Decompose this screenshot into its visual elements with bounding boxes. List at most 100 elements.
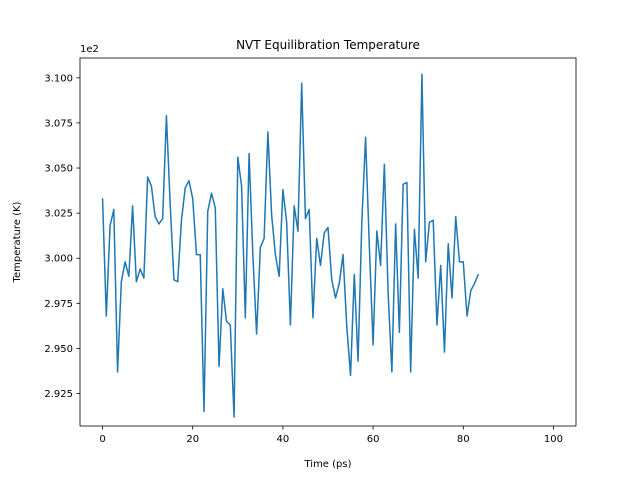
data-point [383, 163, 385, 166]
x-axis: 0 20 40 60 80 100 [99, 426, 563, 445]
data-point [319, 264, 322, 267]
data-point [274, 254, 276, 256]
data-point [135, 281, 137, 283]
data-point [169, 203, 171, 205]
data-point [128, 275, 130, 277]
data-point [109, 225, 111, 227]
data-point [237, 156, 239, 158]
y-axis: 2.925 2.950 2.975 3.000 3.025 3.050 3.075 3.100 [44, 73, 80, 400]
data-point [195, 254, 198, 256]
data-point [342, 254, 344, 256]
data-point [398, 331, 400, 333]
plot-area [79, 57, 577, 427]
data-point [113, 208, 115, 211]
data-point [376, 230, 378, 232]
y-tick-label: 2.975 [44, 299, 73, 310]
data-point [316, 237, 318, 239]
data-point [428, 221, 431, 223]
data-point [124, 261, 126, 263]
data-point [372, 344, 374, 346]
data-point [210, 192, 213, 194]
data-point [410, 371, 412, 373]
data-point [466, 315, 468, 317]
plot-frame [79, 57, 577, 427]
x-tick-label: 40 [277, 434, 290, 445]
data-point [304, 217, 307, 220]
data-point [282, 189, 284, 191]
data-point [120, 281, 122, 283]
data-point [229, 324, 231, 326]
data-point [440, 264, 442, 267]
data-point [425, 261, 427, 263]
data-point [458, 261, 461, 263]
data-point [192, 198, 194, 200]
data-point [387, 291, 389, 294]
series-layer [101, 73, 479, 418]
data-point [451, 297, 453, 299]
data-point [413, 228, 416, 230]
data-point [177, 281, 179, 283]
series-line [101, 73, 479, 418]
data-point [293, 205, 295, 207]
data-point [357, 360, 359, 362]
data-point [301, 82, 303, 84]
data-point [173, 279, 175, 281]
data-point [259, 246, 261, 249]
data-point [432, 219, 434, 221]
data-point [218, 365, 220, 368]
data-point [147, 176, 149, 178]
data-point [184, 187, 186, 189]
data-point [338, 282, 340, 285]
data-point [379, 264, 382, 267]
y-tick-label: 2.925 [44, 389, 73, 400]
data-point [462, 261, 464, 263]
data-point [477, 273, 479, 276]
data-point [139, 268, 141, 270]
data-point [105, 315, 107, 317]
data-point [233, 416, 235, 418]
data-point [436, 324, 438, 326]
data-point [334, 297, 337, 299]
data-point [349, 374, 352, 377]
data-point [447, 243, 449, 245]
data-point [248, 153, 250, 155]
data-point [116, 371, 119, 373]
data-point [327, 226, 329, 229]
data-point [323, 232, 325, 234]
data-point [271, 214, 273, 216]
data-point [263, 237, 265, 239]
y-tick-label: 3.025 [44, 209, 73, 220]
data-point [391, 371, 393, 373]
data-point [278, 275, 280, 277]
data-point [240, 185, 243, 187]
data-point [331, 279, 333, 281]
x-tick-label: 100 [544, 434, 563, 445]
data-point [455, 216, 457, 218]
chart-title: NVT Equilibration Temperature [236, 38, 420, 52]
x-tick-label: 80 [457, 434, 470, 445]
data-point [312, 317, 314, 319]
data-point [443, 351, 446, 353]
y-axis-offset-label: 1e2 [80, 44, 99, 55]
x-tick-label: 20 [186, 434, 199, 445]
y-tick-label: 3.100 [44, 73, 73, 84]
data-point [101, 198, 104, 200]
data-point [143, 277, 145, 279]
data-point [199, 254, 201, 256]
data-point [225, 320, 228, 322]
data-point [252, 254, 254, 256]
y-tick-label: 2.950 [44, 344, 73, 355]
y-tick-label: 3.000 [44, 254, 73, 265]
data-point [473, 282, 476, 285]
data-point [406, 181, 408, 184]
data-point [421, 73, 423, 75]
data-point [361, 221, 363, 223]
data-point [368, 245, 370, 247]
x-tick-label: 60 [367, 434, 380, 445]
data-point [417, 277, 419, 279]
x-tick-label: 0 [99, 434, 105, 445]
y-axis-label: Temperature (K) [12, 201, 23, 283]
data-point [222, 288, 224, 290]
data-point [346, 326, 348, 328]
